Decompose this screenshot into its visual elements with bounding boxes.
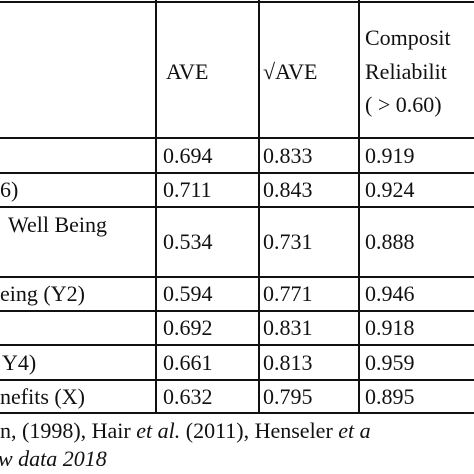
cell: 0.888 (365, 229, 415, 254)
cell: 0.919 (365, 142, 415, 168)
header-cell: AVE (166, 59, 209, 84)
cell: 0.813 (263, 349, 313, 375)
rule (0, 206, 474, 208)
row-label: 6) (0, 177, 19, 202)
header-cell: ( > 0.60) (365, 92, 442, 117)
rule (0, 137, 474, 139)
cell: 0.924 (365, 177, 415, 202)
cell: 0.632 (163, 383, 213, 409)
cell: 0.831 (263, 315, 313, 340)
cell: 0.918 (365, 315, 415, 340)
footnote-text: w data 2018 (0, 446, 107, 471)
cell: 0.534 (163, 229, 213, 254)
cell: 0.946 (365, 281, 415, 306)
footnote-text: (2011), Henseler (180, 418, 339, 443)
cell: 0.661 (163, 349, 213, 375)
header-cell: Reliabilit (365, 59, 447, 84)
footnote-text: et a (338, 418, 371, 443)
cell: 0.833 (263, 142, 313, 168)
rule (0, 412, 474, 414)
footnote: w data 2018 (0, 448, 107, 470)
cell: 0.795 (263, 383, 313, 409)
row-label: Y4) (2, 349, 37, 375)
rule (0, 276, 474, 278)
cell: 0.694 (163, 142, 213, 168)
rule (0, 379, 474, 381)
footnote-text: et al. (136, 418, 181, 443)
cell: 0.594 (163, 281, 213, 306)
row-label: eing (Y2) (0, 281, 85, 306)
row-label: Well Being (8, 212, 108, 237)
cell: 0.692 (163, 315, 213, 340)
cell: 0.843 (263, 177, 313, 202)
rule (0, 344, 474, 346)
footnote: n, (1998), Hair et al. (2011), Henseler … (0, 420, 371, 442)
cell: 0.895 (365, 383, 415, 409)
header-cell: √AVE (263, 59, 318, 84)
cell: 0.959 (365, 349, 415, 375)
rule (0, 310, 474, 312)
rule (0, 172, 474, 174)
cell: 0.711 (163, 177, 212, 202)
footnote-text: n, (1998), Hair (0, 418, 137, 443)
header-cell: Composit (365, 25, 451, 50)
cell: 0.731 (263, 229, 313, 254)
cell: 0.771 (263, 281, 313, 306)
rule (0, 1, 474, 3)
row-label: nefits (X) (0, 383, 85, 409)
